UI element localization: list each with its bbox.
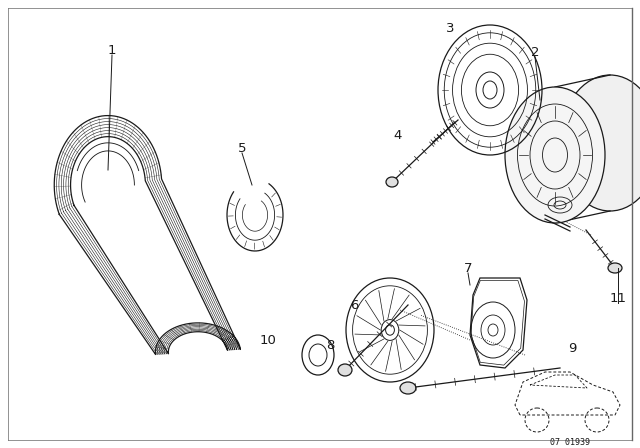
Ellipse shape xyxy=(400,382,416,394)
Text: 5: 5 xyxy=(237,142,246,155)
Text: 1: 1 xyxy=(108,43,116,56)
Text: 7: 7 xyxy=(464,262,472,275)
Text: 3: 3 xyxy=(445,22,454,34)
Ellipse shape xyxy=(560,75,640,211)
Text: 8: 8 xyxy=(326,339,334,352)
Ellipse shape xyxy=(338,364,352,376)
Ellipse shape xyxy=(386,177,398,187)
Text: 4: 4 xyxy=(394,129,402,142)
Ellipse shape xyxy=(505,87,605,223)
Text: 11: 11 xyxy=(609,292,627,305)
Text: 6: 6 xyxy=(350,298,358,311)
Ellipse shape xyxy=(608,263,622,273)
Text: 10: 10 xyxy=(260,333,276,346)
Text: 9: 9 xyxy=(568,341,576,354)
Text: 07 01939: 07 01939 xyxy=(550,438,590,447)
Text: 2: 2 xyxy=(531,46,540,59)
